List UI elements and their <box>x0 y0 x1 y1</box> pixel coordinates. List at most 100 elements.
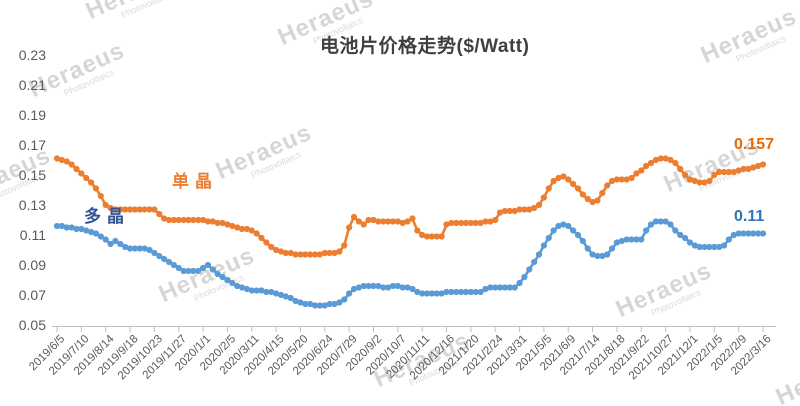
data-point <box>214 219 221 227</box>
data-point <box>691 242 698 249</box>
data-point <box>63 158 70 165</box>
data-point <box>219 273 226 281</box>
data-point <box>102 236 109 243</box>
data-point <box>97 192 104 200</box>
data-point <box>419 231 426 239</box>
data-point <box>146 206 153 213</box>
data-point <box>78 225 85 233</box>
data-point <box>195 216 202 224</box>
data-point <box>209 218 216 225</box>
data-point <box>589 198 596 206</box>
data-point <box>190 267 197 275</box>
data-point <box>443 221 450 228</box>
data-point <box>501 284 509 291</box>
data-point <box>146 246 153 254</box>
data-point <box>706 177 713 185</box>
data-point <box>73 225 80 233</box>
data-point <box>672 159 679 167</box>
data-point <box>243 225 250 233</box>
data-point <box>263 288 270 296</box>
data-point <box>608 177 616 185</box>
data-point <box>745 230 752 237</box>
data-point <box>331 300 338 308</box>
data-point <box>701 179 708 186</box>
data-point <box>604 182 611 189</box>
data-point <box>667 221 674 228</box>
data-point <box>195 267 202 275</box>
data-point <box>570 180 577 188</box>
data-point <box>419 290 426 297</box>
data-point <box>122 243 129 251</box>
data-point <box>336 299 343 306</box>
data-point <box>370 216 377 224</box>
data-point <box>487 284 494 291</box>
data-point <box>126 206 134 213</box>
data-point <box>355 218 362 225</box>
data-point <box>730 231 737 239</box>
data-point <box>53 222 61 230</box>
data-point <box>438 233 445 240</box>
data-point <box>389 218 397 225</box>
data-point <box>307 251 314 258</box>
data-point <box>681 234 689 242</box>
data-point <box>574 185 582 192</box>
data-point <box>224 221 231 228</box>
data-point <box>399 284 406 291</box>
y-tick-label: 0.21 <box>18 77 46 93</box>
data-point <box>380 218 387 225</box>
data-point <box>165 216 173 224</box>
data-point <box>643 162 650 170</box>
data-point <box>492 216 499 224</box>
data-point <box>404 284 411 291</box>
data-point <box>326 300 333 308</box>
data-point <box>394 282 401 290</box>
data-point <box>263 239 270 246</box>
data-point <box>117 240 124 248</box>
data-point <box>346 224 353 231</box>
data-point <box>594 197 601 204</box>
data-point <box>156 210 163 218</box>
data-point <box>477 219 484 227</box>
data-point <box>628 236 635 243</box>
data-point <box>219 219 226 227</box>
data-point <box>326 249 333 257</box>
data-point <box>238 284 246 291</box>
series-line-multi <box>53 218 767 309</box>
data-point <box>389 282 397 290</box>
data-point <box>292 297 299 305</box>
y-tick-label: 0.15 <box>18 167 46 183</box>
y-tick-label: 0.09 <box>18 257 46 273</box>
data-point <box>711 243 718 251</box>
data-point <box>531 204 538 212</box>
data-point <box>521 273 528 281</box>
y-tick-label: 0.19 <box>18 107 46 123</box>
data-point <box>350 285 358 293</box>
data-point <box>579 191 586 198</box>
data-point <box>287 249 294 257</box>
data-point <box>423 233 431 240</box>
data-point <box>384 284 392 291</box>
data-point <box>122 206 129 213</box>
data-point <box>647 221 655 228</box>
data-point <box>336 248 343 255</box>
data-point <box>229 279 236 287</box>
y-tick-label: 0.07 <box>18 287 46 303</box>
data-point <box>375 282 382 290</box>
data-point <box>423 290 431 297</box>
data-point <box>472 219 479 227</box>
data-point <box>555 174 562 182</box>
data-point <box>672 227 679 234</box>
data-point <box>657 218 664 225</box>
x-axis <box>52 326 776 332</box>
data-point <box>92 230 100 237</box>
data-point <box>589 251 596 258</box>
data-point <box>53 155 61 162</box>
data-point <box>68 161 75 168</box>
data-point <box>750 164 757 171</box>
data-point <box>472 288 479 296</box>
data-point <box>87 179 95 186</box>
data-point <box>535 201 543 209</box>
data-point <box>745 165 752 173</box>
data-point <box>151 206 158 213</box>
